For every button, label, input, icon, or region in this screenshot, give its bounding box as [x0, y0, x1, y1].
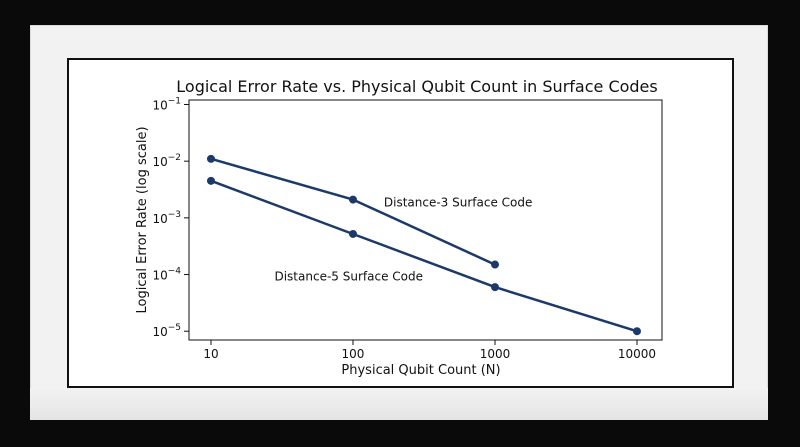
x-tick-label: 10000	[618, 347, 656, 361]
plot-area	[188, 99, 663, 341]
y-axis: 10−1 10−2 10−3 10−4 10−5	[152, 96, 189, 339]
x-tick-label: 1000	[480, 347, 511, 361]
x-axis: 10 100 1000 10000	[203, 340, 656, 361]
data-point	[348, 229, 357, 238]
y-tick-label: 10−5	[152, 323, 181, 339]
x-tick-label: 100	[342, 347, 365, 361]
y-tick-label: 10−1	[152, 96, 181, 112]
data-point	[632, 327, 641, 336]
chart-title: Logical Error Rate vs. Physical Qubit Co…	[176, 77, 657, 96]
y-tick-label: 10−2	[152, 153, 181, 169]
data-point	[348, 195, 357, 204]
series-lines	[210, 157, 638, 333]
annotation-label: Distance-3 Surface Code	[384, 195, 533, 209]
data-point	[206, 176, 215, 185]
chart-print	[67, 58, 734, 388]
y-axis-label: Logical Error Rate (log scale)	[135, 126, 150, 313]
data-point	[490, 283, 499, 292]
series-line-2	[210, 179, 638, 333]
mat-shadow	[30, 388, 768, 420]
y-tick-label: 10−3	[152, 210, 181, 226]
y-tick-label: 10−4	[152, 267, 181, 283]
series-points	[206, 154, 641, 336]
x-tick-label: 10	[203, 347, 218, 361]
x-axis-label: Physical Qubit Count (N)	[341, 363, 500, 378]
annotation-label: Distance-5 Surface Code	[274, 270, 423, 284]
data-point	[206, 154, 215, 163]
annotations: Distance-3 Surface Code Distance-5 Surfac…	[274, 195, 532, 283]
data-point	[490, 260, 499, 269]
series-line-1	[210, 157, 496, 266]
